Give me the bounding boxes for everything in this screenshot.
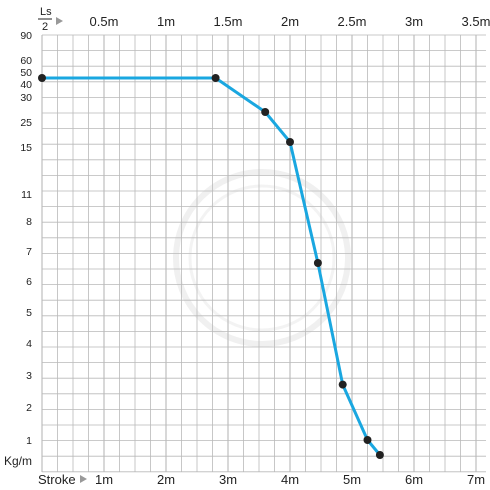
y-tick-label: 3	[26, 370, 32, 382]
bottom-axis-labels: 1m 2m 3m 4m 5m 6m 7m	[95, 472, 485, 487]
series-line	[42, 76, 382, 456]
series-group	[38, 74, 384, 459]
bottom-tick-label: 6m	[405, 472, 423, 487]
bottom-tick-label: 1m	[95, 472, 113, 487]
y-tick-label: 4	[26, 338, 32, 350]
y-tick-label: 7	[26, 246, 32, 258]
y-tick-label: 40	[20, 79, 32, 91]
grid	[41, 34, 486, 473]
y-unit-label: Kg/m	[4, 454, 32, 468]
top-tick-label: 3.5m	[462, 14, 490, 29]
data-point	[286, 138, 294, 146]
bottom-tick-label: 3m	[219, 472, 237, 487]
y-tick-label: 1	[26, 435, 32, 447]
bottom-tick-label: 4m	[281, 472, 299, 487]
y-tick-label: 11	[21, 189, 32, 201]
top-tick-label: 1.5m	[214, 14, 243, 29]
ls-label-numerator: Ls	[40, 6, 52, 18]
data-point	[261, 108, 270, 116]
y-tick-label: 2	[26, 402, 32, 414]
y-tick-label: 8	[26, 216, 32, 228]
y-tick-label: 6	[26, 276, 32, 288]
bottom-tick-label: 5m	[343, 472, 361, 487]
data-point	[38, 74, 46, 82]
ls-arrow-icon	[56, 17, 63, 25]
y-tick-label: 25	[20, 117, 32, 129]
data-point	[338, 380, 347, 389]
watermark-logo	[173, 169, 351, 347]
top-tick-label: 1m	[157, 14, 175, 29]
data-point	[211, 74, 220, 82]
ls-label-denominator: 2	[42, 21, 48, 33]
y-tick-label: 60	[20, 55, 32, 67]
y-tick-label: 50	[20, 67, 32, 79]
bottom-tick-label: 2m	[157, 472, 175, 487]
stroke-axis-label: Stroke	[38, 472, 76, 487]
data-point	[375, 451, 384, 459]
data-point	[363, 436, 372, 444]
bottom-tick-label: 7m	[467, 472, 485, 487]
top-tick-label: 3m	[405, 14, 423, 29]
stroke-arrow-icon	[80, 475, 87, 483]
y-tick-label: 90	[20, 30, 32, 42]
top-tick-label: 2.5m	[338, 14, 367, 29]
y-tick-label: 5	[26, 307, 32, 319]
y-tick-label: 15	[20, 142, 32, 154]
y-tick-label: 30	[20, 92, 32, 104]
top-axis-labels: 0.5m 1m 1.5m 2m 2.5m 3m 3.5m	[90, 14, 490, 29]
top-tick-label: 2m	[281, 14, 299, 29]
data-point	[313, 259, 322, 267]
top-tick-label: 0.5m	[90, 14, 119, 29]
